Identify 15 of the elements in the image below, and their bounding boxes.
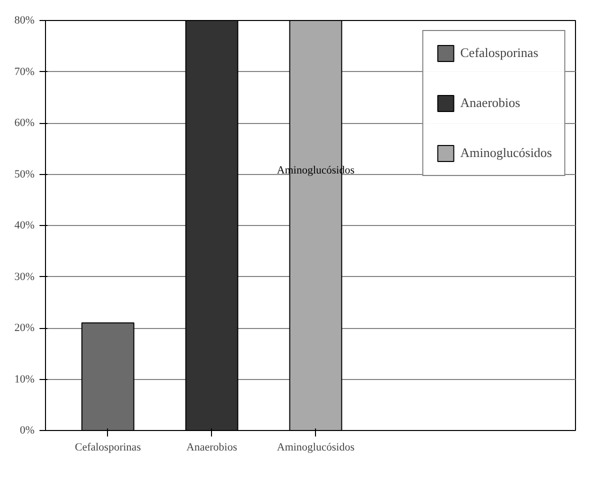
y-tick-label: 0%: [20, 424, 35, 436]
y-tick-label: 40%: [14, 220, 35, 232]
y-tick-label: 30%: [14, 270, 35, 283]
y-tick-label: 20%: [14, 322, 35, 334]
x-tick-label: Cefalosporinas: [74, 442, 141, 454]
y-tick-label: 80%: [14, 14, 35, 26]
y-tick-label: 50%: [14, 168, 35, 180]
legend-label: Cefalosporinas: [460, 45, 538, 61]
x-tick-label: Aminoglucósidos: [276, 442, 355, 454]
y-tick-label: 10%: [14, 373, 35, 386]
legend-label: Aminoglucósidos: [460, 145, 552, 161]
y-tick-label: 70%: [14, 66, 35, 78]
y-tick-label: 60%: [14, 117, 35, 129]
legend-label: Anaerobios: [460, 95, 520, 111]
x-tick-label: Anaerobios: [186, 442, 238, 454]
